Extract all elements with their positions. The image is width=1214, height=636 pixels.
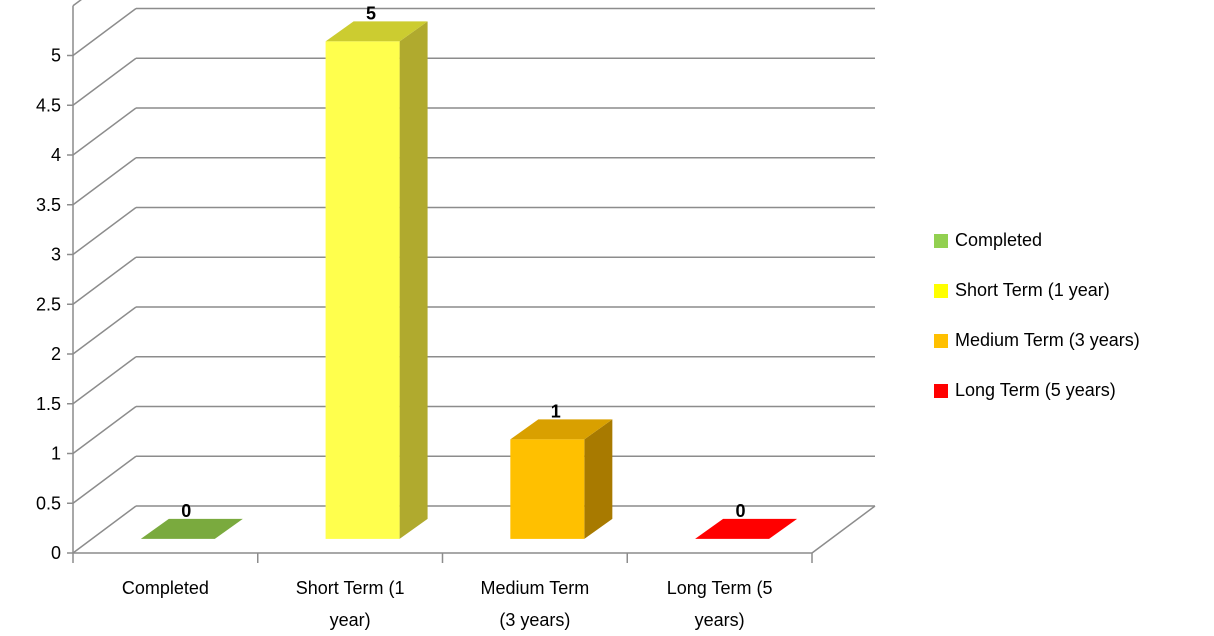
data-label: 0 [735, 501, 745, 521]
gridlines [72, 0, 875, 554]
y-tick-label: 2.5 [36, 294, 61, 314]
bar-top [325, 21, 428, 42]
floor-right-edge [811, 505, 876, 554]
y-tick-label: 4.5 [36, 95, 61, 115]
data-label: 1 [551, 401, 561, 421]
x-tick-label: Medium Term [481, 578, 590, 598]
legend-swatch [934, 333, 948, 348]
legend-label: Long Term (5 years) [955, 380, 1116, 400]
x-tick-label: Short Term (1 [296, 578, 405, 598]
x-tick-label: (3 years) [499, 610, 570, 630]
gridline-side [72, 455, 137, 504]
bar-flat [140, 518, 243, 539]
legend-item-long-term: Long Term (5 years) [934, 378, 1140, 403]
bar-side [399, 21, 428, 539]
gridline-side [72, 206, 137, 256]
bar-2 [325, 21, 428, 539]
legend-item-completed: Completed [934, 228, 1140, 253]
y-tick-label: 2 [51, 344, 61, 364]
x-tick-label: Completed [122, 578, 209, 598]
legend-label: Medium Term (3 years) [955, 330, 1140, 350]
x-tick-label: year) [330, 610, 371, 630]
data-label: 5 [366, 3, 376, 23]
bar-1 [140, 518, 243, 539]
legend: Completed Short Term (1 year) Medium Ter… [934, 228, 1140, 428]
legend-swatch [934, 233, 948, 248]
legend-label: Short Term (1 year) [955, 280, 1110, 300]
y-tick-label: 1 [51, 444, 61, 464]
y-tick-label: 5 [51, 46, 61, 66]
y-tick-label: 1.5 [36, 394, 61, 414]
y-tick-label: 3.5 [36, 195, 61, 215]
gridline-side [72, 405, 137, 455]
bar-front [325, 41, 400, 539]
x-tick-label: years) [695, 610, 745, 630]
gridline-side [72, 57, 137, 106]
y-tick-label: 0 [51, 543, 61, 563]
bar-flat [695, 518, 798, 539]
gridline-side [72, 7, 137, 57]
y-tick-label: 3 [51, 245, 61, 265]
bar-4 [695, 518, 798, 539]
data-label: 0 [181, 501, 191, 521]
legend-item-short-term: Short Term (1 year) [934, 278, 1140, 303]
bar-3 [510, 419, 613, 539]
bar-top [510, 419, 613, 440]
bar-front [510, 439, 585, 539]
bar-side [584, 419, 613, 539]
x-tick-label: Long Term (5 [667, 578, 773, 598]
gridline-side [72, 256, 137, 305]
legend-swatch [934, 283, 948, 298]
legend-swatch [934, 383, 948, 398]
y-tick-label: 4 [51, 145, 61, 165]
axes [67, 5, 876, 563]
y-tick-label: 0.5 [36, 493, 61, 513]
gridline-side [72, 107, 137, 156]
legend-item-medium-term: Medium Term (3 years) [934, 328, 1140, 353]
gridline-side [72, 356, 137, 405]
gridline-side [72, 0, 82, 7]
gridline-side [72, 505, 137, 554]
gridline-side [72, 157, 137, 206]
legend-label: Completed [955, 230, 1043, 250]
gridline-side [72, 306, 137, 355]
bars [140, 21, 798, 539]
